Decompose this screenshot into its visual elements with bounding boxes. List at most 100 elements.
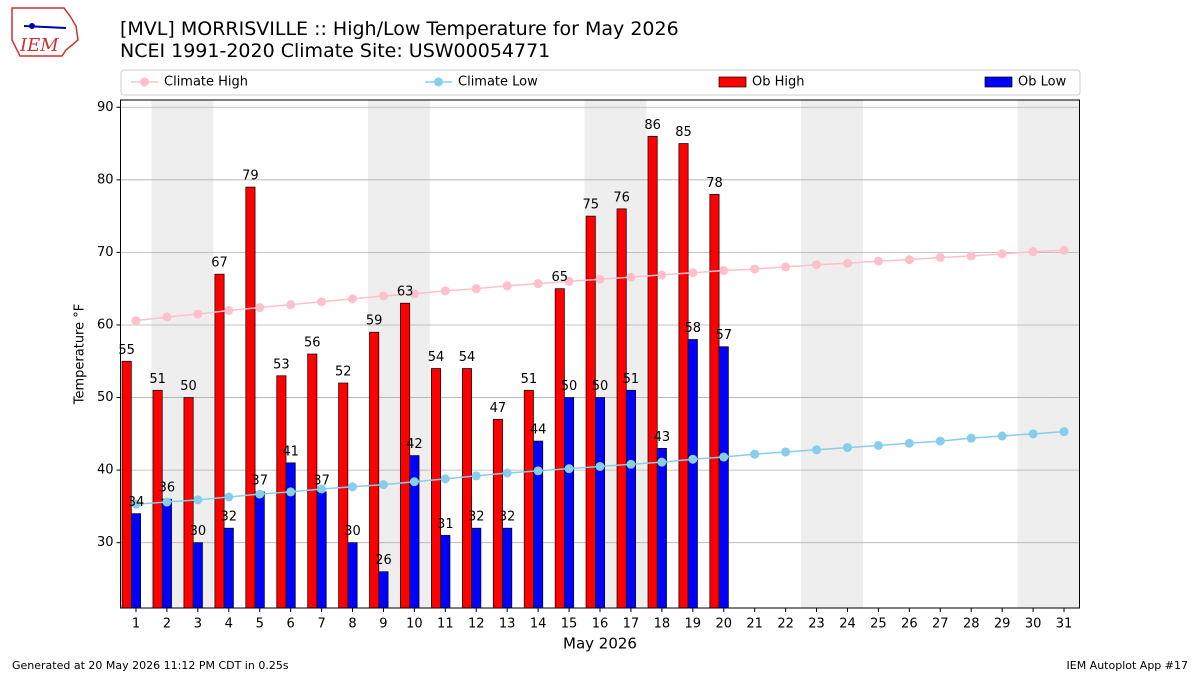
point bbox=[348, 294, 358, 304]
point bbox=[719, 452, 729, 462]
point bbox=[935, 252, 945, 262]
data-label: 85 bbox=[675, 125, 692, 140]
x-tick-label: 27 bbox=[932, 617, 949, 632]
bar bbox=[152, 389, 163, 609]
x-tick-label: 14 bbox=[530, 617, 547, 632]
point bbox=[595, 461, 605, 471]
data-label: 51 bbox=[149, 372, 166, 387]
x-tick-label: 23 bbox=[808, 617, 825, 632]
point bbox=[162, 497, 172, 507]
data-label: 59 bbox=[366, 314, 383, 329]
y-tick-label: 50 bbox=[97, 390, 114, 405]
bar bbox=[502, 527, 513, 609]
data-label: 57 bbox=[715, 328, 732, 343]
x-tick-label: 20 bbox=[715, 617, 732, 632]
data-label: 54 bbox=[428, 350, 445, 365]
bar bbox=[254, 491, 265, 609]
point bbox=[564, 464, 574, 474]
data-label: 34 bbox=[128, 495, 145, 510]
data-label: 55 bbox=[118, 343, 135, 358]
data-label: 30 bbox=[190, 524, 207, 539]
y-tick-label: 70 bbox=[97, 245, 114, 260]
x-tick-label: 3 bbox=[194, 617, 202, 632]
point bbox=[440, 286, 450, 296]
bar bbox=[718, 346, 729, 609]
point bbox=[348, 482, 358, 492]
point bbox=[966, 251, 976, 261]
data-label: 86 bbox=[644, 118, 661, 133]
legend-label: Ob High bbox=[752, 75, 805, 90]
point bbox=[317, 297, 327, 307]
data-label: 53 bbox=[273, 357, 290, 372]
legend-marker bbox=[140, 77, 149, 87]
x-tick-label: 19 bbox=[685, 617, 702, 632]
legend-swatch bbox=[718, 76, 747, 88]
y-tick-label: 30 bbox=[97, 535, 114, 550]
x-tick-label: 22 bbox=[777, 617, 794, 632]
data-label: 26 bbox=[375, 553, 392, 568]
point bbox=[812, 260, 822, 270]
weekend-shade bbox=[801, 100, 833, 608]
point bbox=[842, 258, 852, 268]
point bbox=[873, 440, 883, 450]
bar bbox=[564, 397, 575, 609]
x-tick-label: 25 bbox=[870, 617, 887, 632]
point bbox=[688, 454, 698, 464]
point bbox=[657, 457, 667, 467]
bar bbox=[285, 462, 296, 609]
bar bbox=[192, 542, 203, 609]
point bbox=[193, 495, 203, 505]
data-label: 32 bbox=[499, 510, 516, 525]
bar bbox=[656, 447, 667, 609]
x-tick-label: 18 bbox=[654, 617, 671, 632]
point bbox=[781, 262, 791, 272]
x-tick-label: 8 bbox=[348, 617, 356, 632]
bar bbox=[338, 382, 349, 609]
data-label: 50 bbox=[561, 379, 578, 394]
data-label: 52 bbox=[335, 365, 352, 380]
logo-text: IEM bbox=[19, 35, 59, 56]
data-label: 54 bbox=[459, 350, 476, 365]
data-label: 63 bbox=[397, 285, 414, 300]
y-tick-label: 90 bbox=[97, 100, 114, 115]
x-tick-label: 31 bbox=[1056, 617, 1073, 632]
data-label: 32 bbox=[468, 510, 485, 525]
point bbox=[812, 445, 822, 455]
point bbox=[409, 477, 419, 487]
x-tick-label: 21 bbox=[746, 617, 763, 632]
bar bbox=[440, 535, 451, 609]
bar bbox=[533, 440, 544, 609]
point bbox=[719, 266, 729, 276]
bar bbox=[647, 135, 658, 609]
data-label: 47 bbox=[490, 401, 507, 416]
x-tick-label: 4 bbox=[225, 617, 233, 632]
y-axis-label: Temperature °F bbox=[73, 304, 88, 405]
chart-title: [MVL] MORRISVILLE :: High/Low Temperatur… bbox=[120, 18, 679, 40]
bar bbox=[595, 397, 605, 609]
legend-label: Climate High bbox=[164, 75, 248, 90]
x-tick-label: 12 bbox=[468, 617, 485, 632]
point bbox=[997, 431, 1007, 441]
point bbox=[440, 474, 450, 484]
bar bbox=[678, 143, 689, 609]
bar bbox=[554, 288, 565, 609]
weekend-shade bbox=[832, 100, 863, 608]
y-tick-label: 40 bbox=[97, 463, 114, 478]
data-label: 67 bbox=[211, 256, 228, 271]
bar bbox=[378, 571, 389, 609]
point bbox=[1028, 247, 1038, 257]
bar bbox=[121, 360, 132, 609]
point bbox=[688, 268, 698, 278]
point bbox=[378, 291, 388, 301]
logo: IEM bbox=[11, 7, 79, 57]
point bbox=[224, 305, 234, 315]
bar bbox=[347, 542, 358, 609]
bar bbox=[214, 273, 225, 609]
bar bbox=[585, 215, 596, 609]
point bbox=[533, 466, 543, 476]
data-label: 56 bbox=[304, 336, 321, 351]
bar bbox=[625, 389, 636, 609]
data-label: 32 bbox=[221, 510, 238, 525]
data-label: 37 bbox=[313, 473, 330, 488]
point bbox=[317, 484, 327, 494]
